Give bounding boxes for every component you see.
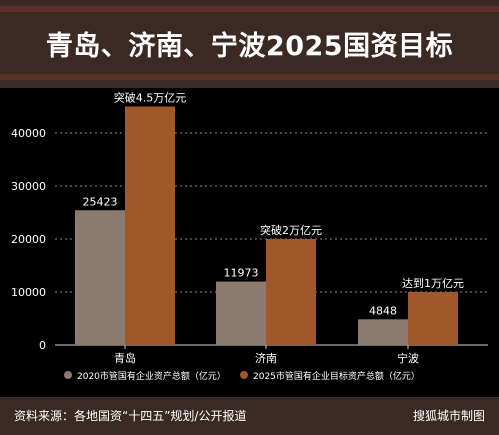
bar-2025	[266, 239, 316, 345]
chart-title: 青岛、济南、宁波2025国资目标	[45, 31, 454, 62]
x-category-label: 青岛	[114, 351, 136, 365]
bar-2020	[75, 210, 125, 345]
bar-data-label: 达到1万亿元	[402, 277, 464, 290]
title-stripe-bottom	[0, 74, 499, 80]
legend-marker-2025	[240, 371, 248, 379]
bar-2020	[358, 319, 408, 345]
bar-data-label: 25423	[83, 195, 118, 208]
bar-2025	[408, 292, 458, 345]
footer: 资料来源：各地国资“十四五”规划/公开报道 搜狐城市制图	[0, 397, 499, 435]
title-stripe-top	[0, 6, 499, 12]
legend-marker-2020	[64, 371, 72, 379]
legend-label: 2020市管国有企业资产总额（亿元）	[77, 370, 226, 382]
y-tick-label: 20000	[11, 233, 46, 246]
y-tick-label: 30000	[11, 180, 46, 193]
bar-data-label: 突破2万亿元	[260, 223, 322, 237]
y-tick-label: 40000	[11, 127, 46, 140]
title-bar: 青岛、济南、宁波2025国资目标	[0, 0, 499, 88]
credit-note: 搜狐城市制图	[412, 409, 485, 423]
source-note: 资料来源：各地国资“十四五”规划/公开报道	[14, 409, 247, 423]
chart-area: 0 10000 20000 30000 40000 25423 突破4.5万亿元 青岛 1197…	[0, 88, 499, 397]
legend-label: 2025市管国有企业目标资产总额（亿元）	[253, 370, 420, 382]
bar-data-label: 4848	[369, 304, 397, 317]
y-tick-label: 10000	[11, 286, 46, 299]
bar-2020	[216, 281, 266, 345]
bar-data-label: 11973	[224, 267, 259, 280]
bar-2025	[125, 106, 175, 345]
bar-data-label: 突破4.5万亿元	[114, 91, 187, 105]
x-category-label: 济南	[255, 351, 277, 365]
x-category-label: 宁波	[397, 351, 419, 365]
y-tick-label: 0	[39, 339, 46, 352]
